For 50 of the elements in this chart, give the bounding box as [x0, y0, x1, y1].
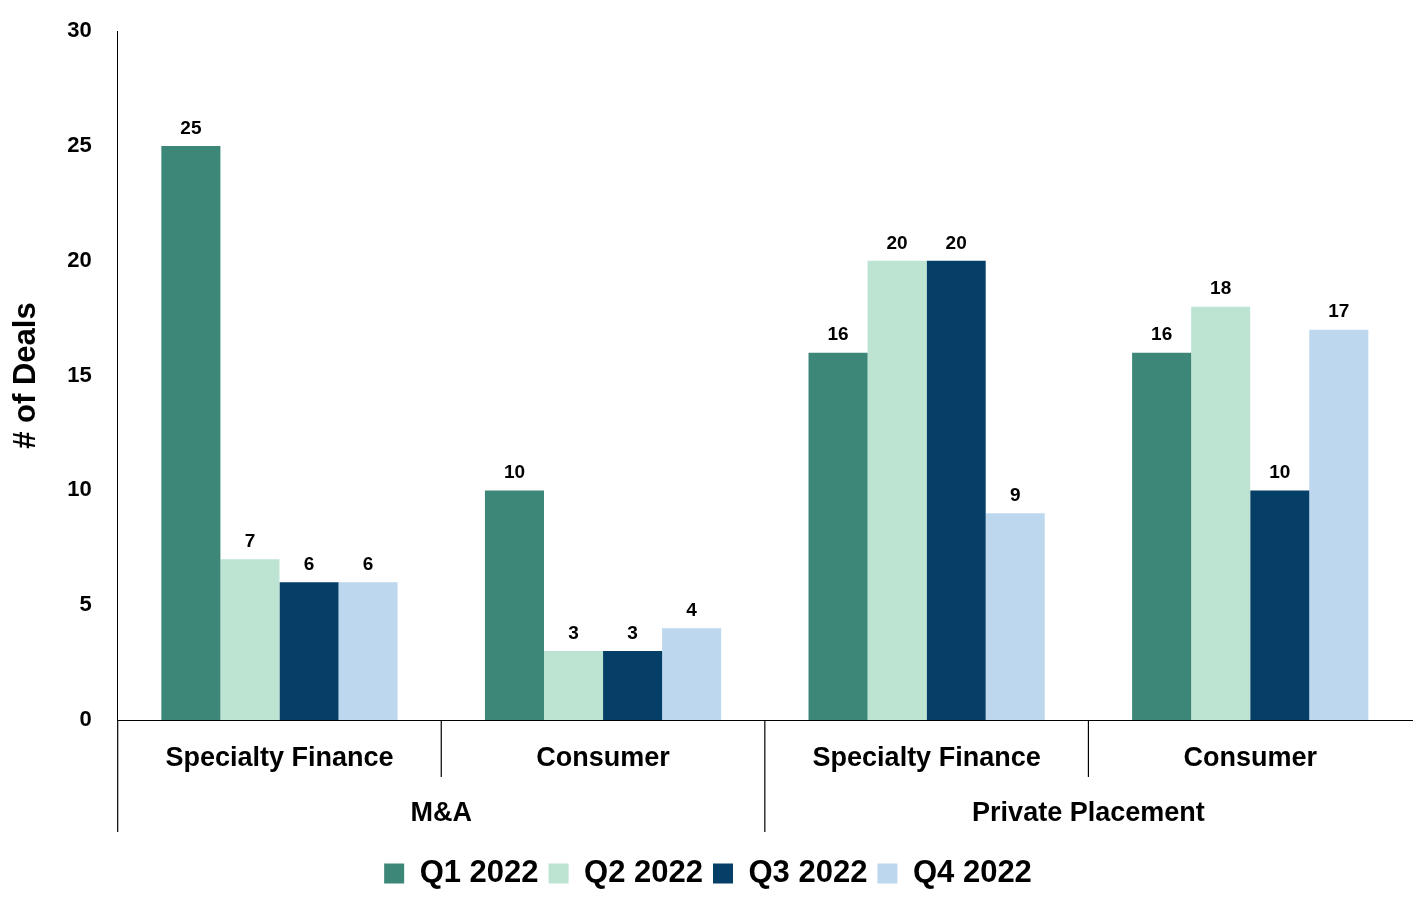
y-tick-label: 0 [79, 706, 92, 732]
x-tick-label: Consumer [536, 741, 671, 772]
y-tick-label: 25 [67, 132, 92, 158]
y-tick-label: 30 [67, 17, 92, 43]
bar [338, 582, 398, 720]
bar [662, 628, 722, 720]
data-label: 16 [1151, 323, 1173, 345]
x-tick-label: Specialty Finance [812, 741, 1041, 772]
data-label: 20 [945, 231, 967, 253]
data-label: 6 [303, 552, 315, 574]
data-label: 4 [686, 598, 698, 620]
data-label: 6 [362, 552, 374, 574]
y-tick-label: 10 [67, 476, 92, 502]
legend-label: Q1 2022 [419, 854, 539, 890]
data-label: 10 [1269, 461, 1291, 483]
data-label: 3 [627, 621, 638, 643]
data-label: 9 [1009, 484, 1021, 506]
data-label: 17 [1328, 300, 1350, 322]
bar [484, 490, 544, 720]
data-label: 7 [244, 530, 256, 552]
x-tick-label: Specialty Finance [165, 741, 394, 772]
data-label: 3 [568, 621, 579, 643]
bar [926, 260, 986, 720]
y-axis-title: # of Deals [7, 302, 43, 449]
y-tick-label: 20 [67, 246, 92, 272]
text: M&A [410, 797, 472, 828]
x-tick-label: Consumer [1183, 741, 1318, 772]
data-label: 10 [503, 461, 526, 483]
text: Private Placement [972, 797, 1205, 828]
bar [867, 260, 927, 720]
bar [1132, 352, 1192, 720]
legend-label: Q4 2022 [912, 854, 1032, 890]
y-tick-label: 5 [79, 591, 92, 617]
data-label: 16 [827, 323, 849, 345]
bar [1309, 329, 1369, 720]
bar [543, 651, 604, 720]
data-label: 25 [180, 116, 202, 138]
data-label: 20 [886, 231, 908, 253]
legend-label: Q2 2022 [584, 854, 704, 890]
bar [220, 559, 280, 720]
y-tick-label: 15 [67, 361, 92, 387]
bar [279, 582, 339, 720]
data-label: 18 [1210, 277, 1232, 299]
bar [1250, 490, 1310, 720]
bar [808, 352, 868, 720]
bar [161, 146, 221, 720]
bar [603, 651, 663, 720]
legend-label: Q3 2022 [748, 854, 868, 890]
bar [985, 513, 1045, 720]
bar [1191, 306, 1251, 720]
